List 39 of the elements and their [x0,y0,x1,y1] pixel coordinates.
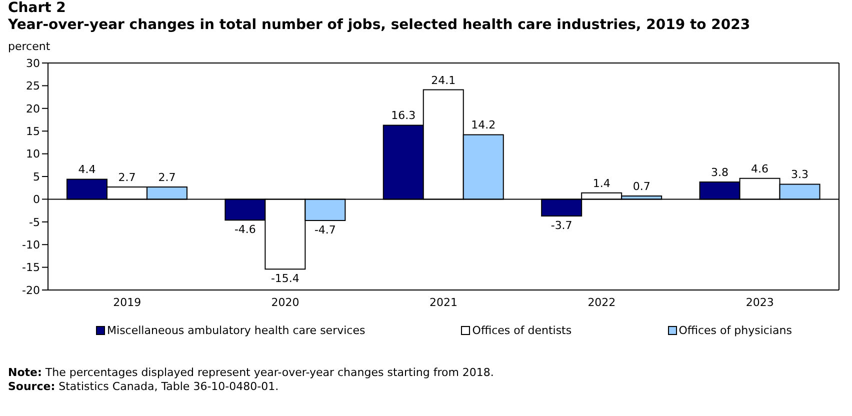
x-tick-label: 2020 [271,296,300,309]
data-label: 0.7 [632,180,650,194]
text: Note: The percentages displayed represent year-over-year changes starting from 2018. [8,366,495,380]
data-label: 4.6 [751,162,769,176]
x-tick-label: 2023 [746,296,774,309]
y-tick-label: -15 [22,261,40,274]
x-tick-label: 2019 [113,296,142,309]
data-label: 16.3 [391,109,416,122]
legend-label: Offices of dentists [472,324,572,337]
y-tick-label: -5 [29,216,40,229]
y-tick-label: 5 [33,170,40,184]
data-label: 24.1 [431,74,456,87]
data-label: 2.7 [158,170,176,184]
source-note: Source: Statistics Canada, Table 36-10-0480-01. [8,380,280,394]
chart-subtitle: Year-over-year changes in total number of jobs, selected health care industries, 2019 to 2023 [8,17,752,34]
y-tick-label: 30 [26,56,40,70]
x-tick-label: 2021 [430,296,458,309]
y-tick-label: -10 [22,238,40,252]
data-label: 2.7 [118,170,136,184]
y-tick-label: 20 [26,102,40,116]
y-tick-label: 0 [33,193,40,206]
data-label: 3.3 [791,168,809,182]
data-label: -4.6 [234,223,256,236]
legend-label: Miscellaneous ambulatory health care services [107,324,366,337]
data-label: -3.7 [550,219,572,232]
legend-label: Offices of physicians [678,324,792,337]
y-tick-label: -20 [22,284,40,297]
y-tick-label: 15 [26,125,40,138]
y-tick-label: 25 [26,80,40,93]
x-tick-label: 2022 [588,296,616,309]
data-label: 1.4 [592,176,610,190]
data-label: 3.8 [711,166,729,179]
data-label: 4.4 [78,163,96,176]
y-tick-label: 10 [26,148,40,161]
data-label: 14.2 [471,118,496,132]
y-axis-title: percent [8,40,52,54]
data-label: -15.4 [270,272,300,286]
chart-title: Chart 2 [8,0,67,17]
data-label: -4.7 [314,224,336,237]
